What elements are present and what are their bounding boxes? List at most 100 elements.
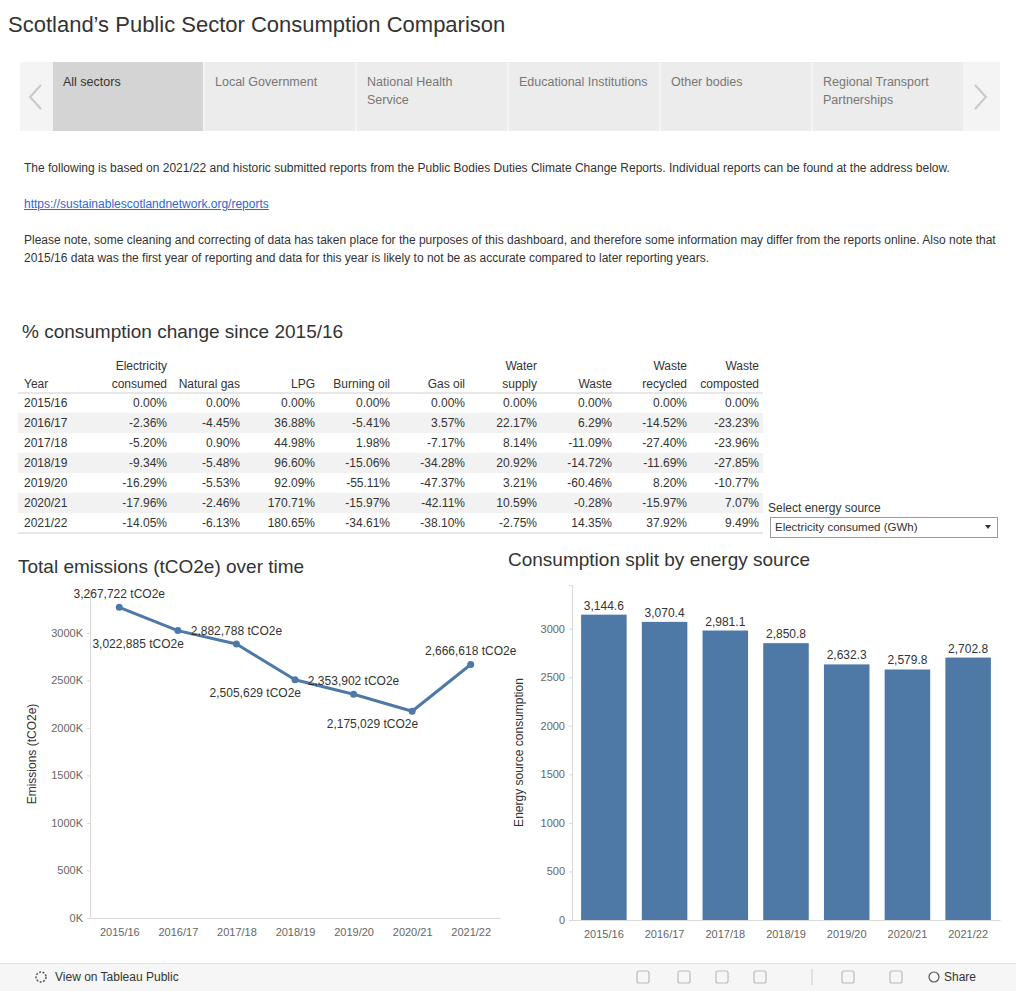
table-header: consumed	[112, 377, 167, 391]
table-cell: 0.00%	[133, 396, 167, 410]
y-tick-mark	[87, 823, 90, 824]
tab[interactable]: Regional Transport Partnerships	[813, 62, 963, 131]
dropdown-arrow[interactable]	[985, 525, 991, 529]
tab[interactable]: Other bodies	[661, 62, 811, 131]
table-cell: 3.57%	[431, 416, 465, 430]
y-tick-label: 500K	[57, 864, 83, 876]
data-label: 2,579.8	[887, 653, 927, 667]
table-cell: -11.09%	[568, 436, 612, 450]
table-header: Natural gas	[179, 377, 240, 391]
dropdown[interactable]	[771, 518, 998, 538]
y-tick-mark	[569, 920, 572, 921]
toolbar-icon[interactable]	[637, 971, 649, 983]
table-cell: -14.52%	[642, 416, 687, 430]
footer-link[interactable]: View on Tableau Public	[55, 970, 179, 984]
table-row-stripe	[18, 453, 763, 473]
table-cell: 44.98%	[274, 436, 315, 450]
x-axis-line	[91, 918, 501, 919]
point	[350, 691, 357, 698]
footer-icon[interactable]	[36, 972, 46, 982]
toolbar-icon[interactable]	[842, 971, 854, 983]
x-tick-label: 2018/19	[276, 926, 316, 938]
y-tick: 2000	[541, 720, 572, 732]
table-header: Burning oil	[333, 377, 390, 391]
tab[interactable]: Local Government	[205, 62, 355, 131]
table-cell: -27.40%	[642, 436, 687, 450]
y-tick: 1000K	[51, 817, 90, 829]
footer-rule	[0, 963, 1016, 964]
y-tick-label: 0K	[70, 912, 84, 924]
x-tick-label: 2018/19	[766, 928, 806, 940]
table-cell: 20.92%	[496, 456, 537, 470]
table-cell: 8.14%	[503, 436, 537, 450]
table-cell: 6.29%	[578, 416, 612, 430]
toolbar-icon[interactable]	[716, 971, 728, 983]
y-tick-label: 2500	[541, 671, 565, 683]
table-cell: 8.20%	[653, 476, 687, 490]
data-label: 2,666,618 tCO2e	[425, 644, 517, 658]
x-tick-label: 2020/21	[888, 928, 928, 940]
y-tick: 1000	[541, 817, 572, 829]
intro-link[interactable]: https://sustainablescotlandnetwork.org/r…	[24, 195, 1002, 213]
y-tick-label: 2000	[541, 720, 565, 732]
y-axis-line	[569, 586, 573, 921]
table-cell: 10.59%	[496, 496, 537, 510]
table-header: Waste	[653, 359, 687, 373]
table-cell: -5.48%	[202, 456, 240, 470]
table-cell: -15.97%	[642, 496, 687, 510]
table-cell: 7.07%	[725, 496, 759, 510]
table-cell: -2.46%	[202, 496, 240, 510]
table-cell: -5.41%	[352, 416, 390, 430]
bar	[581, 615, 627, 920]
table-cell: -10.77%	[714, 476, 759, 490]
dropdown-value[interactable]: Electricity consumed (GWh)	[775, 521, 918, 533]
y-tick: 3000	[541, 623, 572, 635]
tab[interactable]: Educational Institutions	[509, 62, 659, 131]
x-tick: 2021/22	[948, 928, 988, 940]
toolbar-icon[interactable]	[890, 971, 902, 983]
table-cell: 0.00%	[578, 396, 612, 410]
x-tick: 2020/21	[393, 926, 433, 938]
bar	[824, 664, 870, 920]
footer-share[interactable]: Share	[944, 970, 976, 984]
bar	[703, 631, 749, 920]
table-cell: -38.10%	[420, 516, 465, 530]
table-cell: 96.60%	[274, 456, 315, 470]
x-tick-label: 2015/16	[100, 926, 140, 938]
x-tick: 2015/16	[100, 926, 140, 938]
toolbar-icon[interactable]	[754, 971, 766, 983]
tab-arrow-left[interactable]	[30, 85, 41, 109]
table-header: composted	[700, 377, 759, 391]
table-cell: 14.35%	[571, 516, 612, 530]
y-axis-title: Emissions (tCO2e)	[25, 704, 39, 805]
share-icon[interactable]	[929, 972, 939, 982]
y-tick-mark	[569, 677, 572, 678]
y-tick-mark	[87, 728, 90, 729]
y-tick-mark	[569, 871, 572, 872]
bar	[642, 622, 688, 920]
toolbar-icon[interactable]	[678, 971, 690, 983]
table-header: Waste	[578, 377, 612, 391]
x-tick-label: 2015/16	[584, 928, 624, 940]
table-cell: -27.85%	[714, 456, 759, 470]
table-header: Electricity	[116, 359, 167, 373]
table-cell: -5.20%	[129, 436, 167, 450]
data-label: 2,175,029 tCO2e	[327, 717, 419, 731]
table-cell: -5.53%	[202, 476, 240, 490]
y-tick-mark	[87, 775, 90, 776]
table-header: Waste	[725, 359, 759, 373]
table-cell: 0.00%	[356, 396, 390, 410]
x-tick: 2019/20	[827, 928, 867, 940]
tab[interactable]: National Health Service	[357, 62, 507, 131]
bar	[885, 669, 931, 920]
page-title: Scotland’s Public Sector Consumption Com…	[8, 12, 505, 38]
x-tick: 2015/16	[584, 928, 624, 940]
y-tick-mark	[569, 726, 572, 727]
x-tick-label: 2021/22	[451, 926, 491, 938]
tab-arrow-right[interactable]	[975, 85, 986, 109]
tab[interactable]: All sectors	[53, 62, 203, 131]
y-tick-label: 500	[547, 865, 565, 877]
table-cell: -6.13%	[202, 516, 240, 530]
control-label: Select energy source	[768, 501, 881, 515]
table-cell: -4.45%	[202, 416, 240, 430]
